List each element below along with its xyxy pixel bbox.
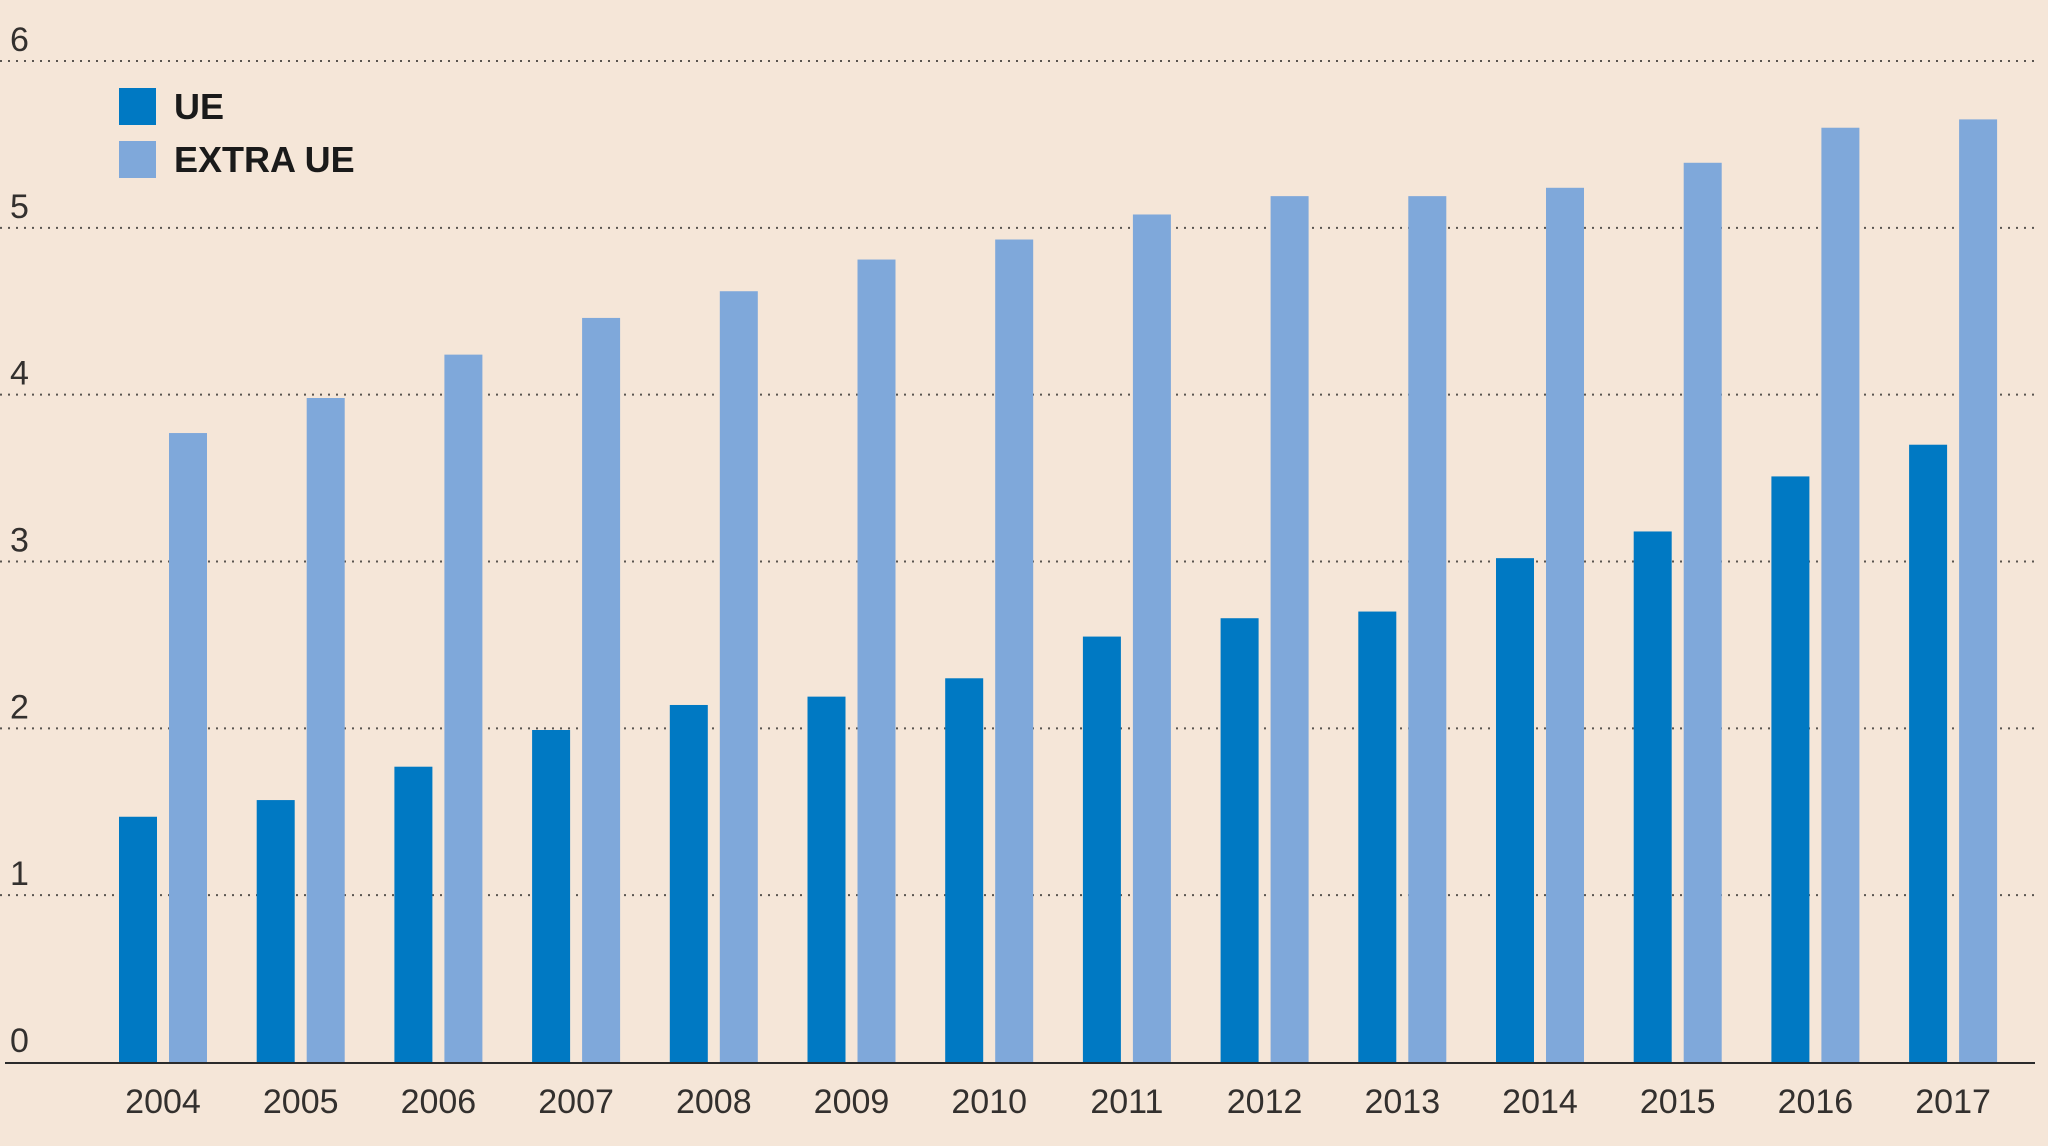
bar-ue (807, 696, 846, 1062)
y-tick-label: 1 (10, 855, 29, 893)
bar-extra-ue (169, 433, 207, 1062)
y-tick-label: 5 (10, 188, 29, 226)
bar-ue (1633, 531, 1672, 1062)
x-tick-label: 2011 (1090, 1083, 1163, 1121)
y-tick-label: 4 (10, 355, 29, 393)
bar-extra-ue (1683, 162, 1722, 1063)
x-tick-label: 2014 (1502, 1083, 1578, 1121)
legend-label-ue: UE (174, 86, 224, 127)
legend-swatch-extra-ue (119, 141, 156, 178)
bar-ue (1358, 611, 1397, 1062)
bar-ue (1082, 636, 1121, 1062)
bar-extra-ue (719, 291, 758, 1063)
bar-extra-ue (582, 317, 621, 1062)
x-tick-label: 2005 (263, 1083, 339, 1121)
x-tick-label: 2006 (401, 1083, 477, 1121)
bar-extra-ue (1132, 214, 1171, 1062)
x-tick-label: 2016 (1778, 1083, 1854, 1121)
x-tick-label: 2004 (125, 1083, 201, 1121)
bar-ue (1496, 558, 1534, 1062)
bars (119, 119, 1998, 1063)
bar-extra-ue (995, 239, 1034, 1063)
x-tick-label: 2009 (814, 1083, 890, 1121)
legend-label-extra-ue: EXTRA UE (174, 139, 355, 180)
bar-extra-ue (1959, 119, 1998, 1063)
bar-ue (669, 704, 708, 1062)
bar-ue (945, 678, 984, 1062)
legend-swatch-ue (119, 88, 156, 125)
bar-extra-ue (1270, 196, 1309, 1062)
y-tick-label: 0 (10, 1022, 29, 1060)
x-tick-label: 2015 (1640, 1083, 1716, 1121)
x-tick-label: 2007 (538, 1083, 614, 1121)
bar-extra-ue (1408, 196, 1447, 1062)
bar-ue (532, 730, 571, 1062)
bar-ue (1220, 618, 1259, 1062)
y-axis-tick-labels: 0 1 2 3 4 5 6 (10, 21, 29, 1060)
bar-ue (119, 816, 157, 1062)
x-tick-label: 2008 (676, 1083, 752, 1121)
y-tick-label: 3 (10, 522, 29, 560)
bar-ue (256, 800, 295, 1062)
bar-extra-ue (1546, 187, 1584, 1062)
bar-extra-ue (1821, 127, 1860, 1062)
bar-ue (1909, 444, 1948, 1062)
bar-extra-ue (857, 259, 896, 1062)
bar-ue (394, 766, 433, 1062)
x-axis-tick-labels: 2004 2005 2006 2007 2008 2009 2010 2011 2012 2013… (125, 1083, 1991, 1121)
x-tick-label: 2017 (1915, 1083, 1991, 1121)
x-tick-label: 2010 (951, 1083, 1027, 1121)
y-tick-label: 2 (10, 688, 29, 726)
bar-ue (1771, 476, 1810, 1062)
y-tick-label: 6 (10, 21, 29, 59)
x-tick-label: 2013 (1364, 1083, 1440, 1121)
bar-extra-ue (306, 398, 345, 1063)
bar-extra-ue (444, 354, 483, 1062)
x-tick-label: 2012 (1227, 1083, 1303, 1121)
legend: UE EXTRA UE (119, 86, 355, 180)
